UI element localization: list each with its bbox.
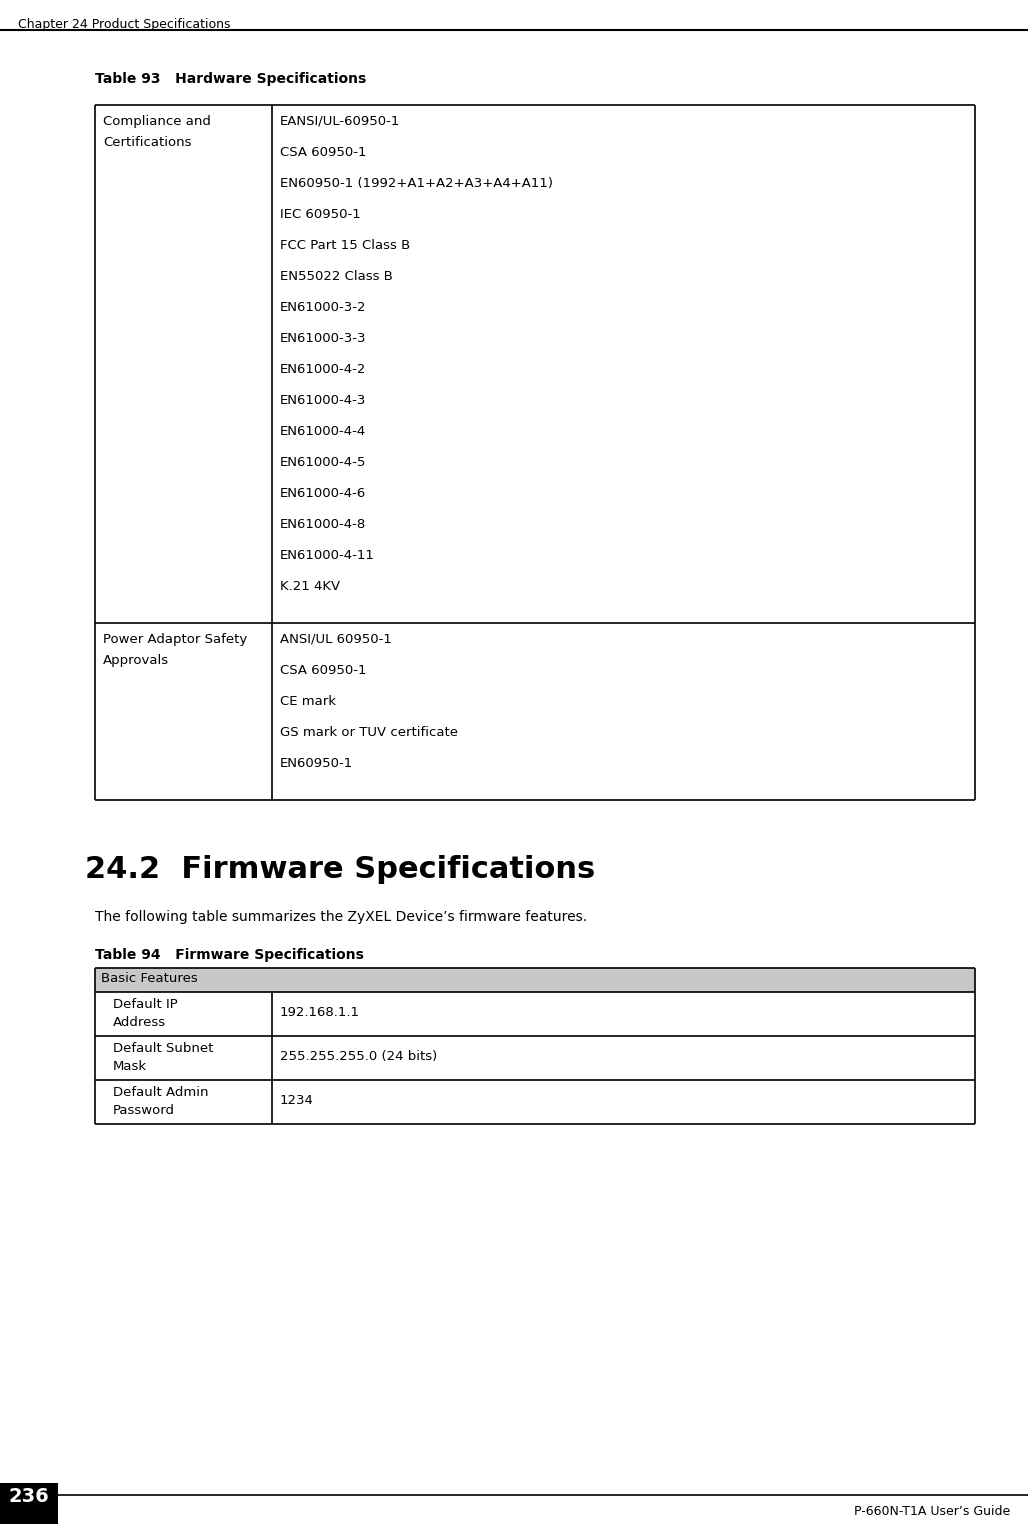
Text: Default Admin
Password: Default Admin Password: [113, 1087, 209, 1117]
Text: Compliance and
Certifications: Compliance and Certifications: [103, 114, 211, 149]
Text: GS mark or TUV certificate: GS mark or TUV certificate: [280, 725, 458, 739]
Text: 24.2  Firmware Specifications: 24.2 Firmware Specifications: [85, 855, 595, 884]
Text: EN61000-4-11: EN61000-4-11: [280, 549, 375, 562]
Text: EANSI/UL-60950-1: EANSI/UL-60950-1: [280, 114, 400, 128]
Text: EN61000-4-8: EN61000-4-8: [280, 518, 366, 530]
Text: 236: 236: [8, 1487, 49, 1506]
Text: Power Adaptor Safety
Approvals: Power Adaptor Safety Approvals: [103, 632, 248, 668]
Bar: [0, 1483, 58, 1524]
Text: Default Subnet
Mask: Default Subnet Mask: [113, 1042, 214, 1073]
Text: Table 94   Firmware Specifications: Table 94 Firmware Specifications: [95, 948, 364, 962]
Text: FCC Part 15 Class B: FCC Part 15 Class B: [280, 239, 410, 251]
Text: EN61000-4-4: EN61000-4-4: [280, 425, 366, 437]
Bar: [95, 992, 975, 1036]
Text: EN61000-3-3: EN61000-3-3: [280, 332, 367, 344]
Text: Basic Features: Basic Features: [101, 972, 197, 985]
Text: ANSI/UL 60950-1: ANSI/UL 60950-1: [280, 632, 392, 646]
Bar: [95, 1036, 975, 1081]
Text: 255.255.255.0 (24 bits): 255.255.255.0 (24 bits): [280, 1050, 437, 1064]
Text: K.21 4KV: K.21 4KV: [280, 581, 340, 593]
Bar: [95, 105, 975, 623]
Text: CSA 60950-1: CSA 60950-1: [280, 664, 367, 677]
Text: EN60950-1: EN60950-1: [280, 757, 354, 770]
Text: EN55022 Class B: EN55022 Class B: [280, 270, 393, 283]
Text: 1234: 1234: [280, 1094, 314, 1106]
Text: Chapter 24 Product Specifications: Chapter 24 Product Specifications: [19, 18, 230, 30]
Text: CSA 60950-1: CSA 60950-1: [280, 146, 367, 158]
Text: Table 93   Hardware Specifications: Table 93 Hardware Specifications: [95, 72, 366, 85]
Text: EN61000-4-2: EN61000-4-2: [280, 363, 366, 376]
Text: 192.168.1.1: 192.168.1.1: [280, 1006, 360, 1020]
Bar: [95, 623, 975, 800]
Text: CE mark: CE mark: [280, 695, 336, 709]
Text: Default IP
Address: Default IP Address: [113, 998, 178, 1029]
Text: EN61000-3-2: EN61000-3-2: [280, 302, 367, 314]
Text: EN61000-4-3: EN61000-4-3: [280, 395, 366, 407]
Text: EN60950-1 (1992+A1+A2+A3+A4+A11): EN60950-1 (1992+A1+A2+A3+A4+A11): [280, 177, 553, 190]
Text: EN61000-4-6: EN61000-4-6: [280, 488, 366, 500]
Text: EN61000-4-5: EN61000-4-5: [280, 456, 366, 469]
Bar: [95, 1081, 975, 1125]
Text: The following table summarizes the ZyXEL Device’s firmware features.: The following table summarizes the ZyXEL…: [95, 910, 587, 924]
Text: IEC 60950-1: IEC 60950-1: [280, 207, 361, 221]
Bar: [95, 968, 975, 992]
Text: P-660N-T1A User’s Guide: P-660N-T1A User’s Guide: [853, 1506, 1009, 1518]
